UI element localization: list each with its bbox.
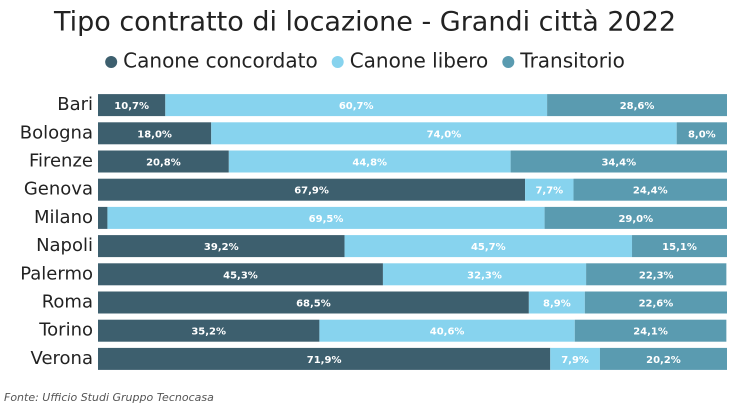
bar-segment (98, 206, 108, 229)
legend-label: Transitorio (519, 49, 625, 73)
bar-segment (574, 319, 727, 342)
bar-segment (98, 291, 529, 314)
y-tick-label: Bari (57, 94, 93, 115)
bar-segment (319, 319, 575, 342)
y-tick-label: Milano (34, 207, 93, 228)
bar-segment (573, 178, 727, 201)
bar-segment (632, 235, 727, 258)
source: Fonte: Ufficio Studi Gruppo Tecnocasa (4, 391, 214, 404)
value-label: 69,5% (309, 214, 344, 225)
value-label: 8,0% (688, 129, 716, 140)
value-label: 39,2% (204, 242, 239, 253)
bar-segment (599, 347, 727, 370)
bar-segment (382, 263, 587, 286)
bar-segment (211, 122, 677, 145)
bar-segment (510, 150, 727, 173)
bar-segment (98, 319, 320, 342)
value-label: 67,9% (294, 186, 329, 197)
bar-segment (584, 291, 727, 314)
value-label: 28,6% (620, 101, 655, 112)
bar-segment (98, 235, 345, 258)
value-label: 29,0% (618, 214, 653, 225)
legend-marker (502, 56, 515, 68)
value-label: 18,0% (137, 129, 172, 140)
value-label: 40,6% (430, 327, 465, 338)
y-tick-label: Palermo (20, 263, 93, 284)
value-label: 35,2% (191, 327, 226, 338)
value-label: 32,3% (467, 270, 502, 281)
bar-segment (98, 150, 229, 173)
bar-segment (676, 122, 727, 145)
value-label: 74,0% (427, 129, 462, 140)
y-tick-label: Verona (31, 348, 93, 369)
bar-segment (547, 94, 727, 117)
y-tick-label: Napoli (36, 235, 93, 256)
value-label: 20,2% (646, 355, 681, 366)
value-label: 7,9% (561, 355, 589, 366)
bar-segment (98, 122, 212, 145)
bar-segment (98, 263, 383, 286)
y-tick-label: Roma (42, 292, 93, 313)
y-tick-label: Genova (24, 179, 93, 200)
bar-segment (228, 150, 511, 173)
value-label: 20,8% (146, 158, 181, 169)
bar-segment (98, 178, 526, 201)
bar-segment (525, 178, 574, 201)
legend-marker (331, 56, 344, 68)
bar-segment (586, 263, 727, 286)
value-label: 68,5% (296, 299, 331, 310)
legend-label: Canone libero (350, 49, 489, 73)
legend-marker (105, 56, 118, 68)
bar-segment (165, 94, 548, 117)
y-tick-label: Torino (38, 320, 93, 341)
y-tick-label: Firenze (29, 151, 93, 172)
bar-segment (98, 94, 166, 117)
value-label: 34,4% (601, 158, 636, 169)
bar-segment (98, 347, 551, 370)
value-label: 10,7% (114, 101, 149, 112)
bar-segment (107, 206, 545, 229)
y-tick-label: Bologna (20, 122, 93, 143)
bar-segment (544, 206, 727, 229)
value-label: 7,7% (535, 186, 563, 197)
value-label: 45,7% (471, 242, 506, 253)
value-label: 22,6% (639, 299, 674, 310)
legend-label: Canone concordato (123, 49, 318, 73)
value-label: 44,8% (352, 158, 387, 169)
value-label: 24,4% (633, 186, 668, 197)
value-label: 15,1% (662, 242, 697, 253)
chart-title: Tipo contratto di locazione - Grandi cit… (53, 7, 676, 38)
bar-segment (550, 347, 600, 370)
bar-segment (344, 235, 633, 258)
value-label: 22,3% (639, 270, 674, 281)
bar-segment (528, 291, 585, 314)
value-label: 8,9% (543, 299, 571, 310)
value-label: 45,3% (223, 270, 258, 281)
value-label: 71,9% (307, 355, 342, 366)
value-label: 24,1% (633, 327, 668, 338)
value-label: 60,7% (339, 101, 374, 112)
